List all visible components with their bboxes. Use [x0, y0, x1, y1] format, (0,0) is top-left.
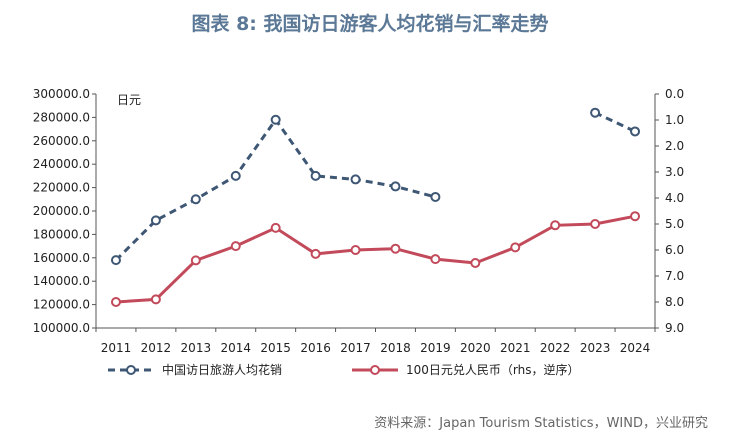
- x-axis-tick-label: 2014: [220, 341, 251, 355]
- data-point-series-2: [350, 245, 361, 255]
- left-axis-tick-label: 100000.0: [33, 321, 90, 335]
- data-point-series-1: [150, 215, 161, 226]
- x-axis-tick-label: 2015: [260, 341, 291, 355]
- left-axis-tick-label: 300000.0: [33, 87, 90, 101]
- x-axis-tick-label: 2013: [181, 341, 212, 355]
- right-axis-tick-label: 5.0: [665, 217, 684, 231]
- data-point-series-1: [590, 107, 601, 118]
- data-point-series-1: [630, 126, 641, 137]
- left-axis-tick-label: 200000.0: [33, 204, 90, 218]
- data-point-series-2: [390, 243, 401, 254]
- left-axis-tick-label: 160000.0: [33, 251, 90, 265]
- data-point-series-1: [270, 114, 281, 125]
- legend-label-2: 100日元兑人民币（rhs，逆序）: [406, 362, 580, 377]
- data-point-series-1: [310, 170, 321, 181]
- right-axis-tick-label: 3.0: [665, 165, 684, 179]
- data-point-series-1: [190, 194, 201, 205]
- data-point-series-1: [430, 191, 441, 202]
- data-point-series-1: [390, 181, 401, 192]
- x-axis-tick-label: 2012: [141, 341, 172, 355]
- data-point-series-1: [350, 174, 361, 185]
- x-axis-tick-label: 2021: [500, 341, 531, 355]
- data-point-series-1: [230, 170, 241, 181]
- chart-title: 图表 8: 我国访日游客人均花销与汇率走势: [191, 13, 549, 35]
- right-axis-tick-label: 2.0: [665, 139, 684, 153]
- data-point-series-2: [590, 219, 601, 229]
- data-point-series-2: [470, 258, 481, 268]
- data-point-series-1: [110, 255, 121, 266]
- data-point-series-2: [190, 255, 201, 266]
- series-line-1: [114, 117, 436, 262]
- left-axis-tick-label: 180000.0: [33, 227, 90, 241]
- x-axis-tick-label: 2024: [620, 341, 651, 355]
- x-axis-tick-label: 2011: [101, 341, 132, 355]
- left-axis-tick-label: 140000.0: [33, 274, 90, 288]
- x-axis-tick-label: 2017: [340, 341, 371, 355]
- data-point-series-2: [630, 211, 641, 222]
- legend-swatch-marker-1: [126, 365, 136, 375]
- legend-swatch-marker-2: [370, 365, 380, 375]
- x-axis-tick-label: 2023: [580, 341, 611, 355]
- data-point-series-2: [310, 248, 321, 259]
- data-point-series-2: [230, 241, 241, 252]
- left-axis-tick-label: 260000.0: [33, 134, 90, 148]
- data-point-series-2: [430, 254, 441, 265]
- x-axis-tick-label: 2020: [460, 341, 491, 355]
- x-axis-tick-label: 2022: [540, 341, 571, 355]
- right-axis-tick-label: 7.0: [665, 269, 684, 283]
- left-axis-tick-label: 240000.0: [33, 157, 90, 171]
- left-axis-unit-label: 日元: [117, 93, 141, 107]
- right-axis-tick-label: 0.0: [665, 87, 684, 101]
- x-axis-tick-label: 2018: [380, 341, 411, 355]
- series-line-1: [594, 111, 636, 133]
- x-axis-tick-label: 2019: [420, 341, 451, 355]
- right-axis-tick-label: 9.0: [665, 321, 684, 335]
- left-axis-tick-label: 220000.0: [33, 181, 90, 195]
- legend-label-1: 中国访日旅游人均花销: [162, 362, 282, 377]
- source-note: 资料来源：Japan Tourism Statistics，WIND，兴业研究: [374, 416, 708, 431]
- series-line-2: [115, 214, 636, 304]
- right-axis-tick-label: 1.0: [665, 113, 684, 127]
- data-point-series-2: [510, 242, 521, 253]
- data-point-series-2: [110, 297, 121, 307]
- data-point-series-2: [550, 220, 561, 231]
- data-point-series-2: [150, 294, 161, 305]
- right-axis-tick-label: 8.0: [665, 295, 684, 309]
- data-point-series-2: [270, 222, 281, 233]
- right-axis-tick-label: 6.0: [665, 243, 684, 257]
- x-axis-tick-label: 2016: [300, 341, 331, 355]
- left-axis-tick-label: 280000.0: [33, 110, 90, 124]
- chart: 100000.0 120000.0 140000.0 160000.0 180000.0…: [33, 87, 684, 377]
- right-axis-tick-label: 4.0: [665, 191, 684, 205]
- left-axis-tick-label: 120000.0: [33, 298, 90, 312]
